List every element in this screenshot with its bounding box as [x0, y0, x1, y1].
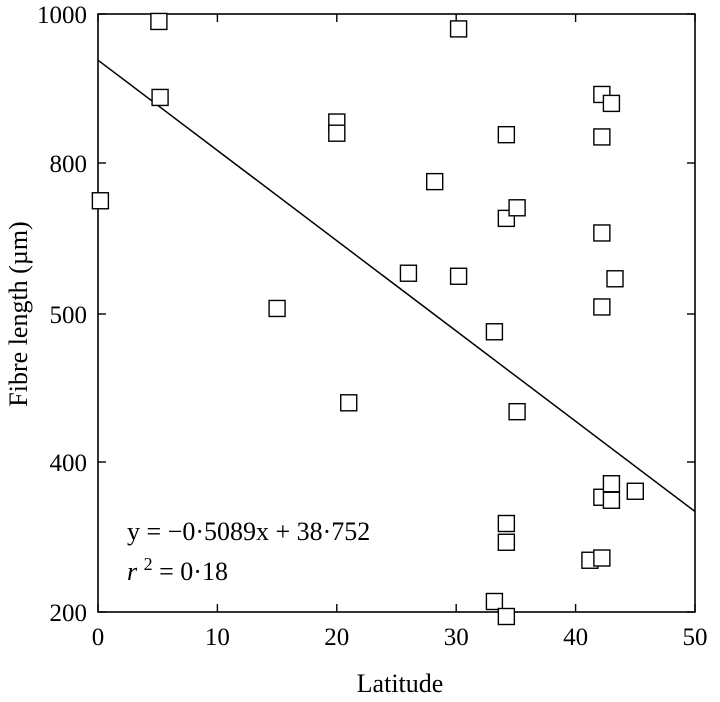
r-squared-annotation: r 2 = 0·18 — [127, 547, 228, 586]
data-point-marker — [449, 20, 468, 38]
data-point-marker — [268, 299, 286, 318]
y-tick-label: 400 — [50, 450, 88, 477]
axis-ticks — [97, 13, 696, 613]
data-point-marker — [340, 394, 358, 412]
data-point-marker — [426, 172, 444, 191]
axis-tick-labels: 0 10 20 30 40 50 200 400 500 800 1000 — [37, 2, 708, 651]
x-tick-label: 50 — [683, 624, 708, 651]
data-point-marker — [593, 128, 611, 146]
data-point-marker — [602, 491, 621, 509]
regression-equation: y = −0·5089x + 38·752 — [127, 517, 370, 546]
y-tick-label: 800 — [50, 151, 88, 178]
data-point-marker — [626, 482, 644, 500]
y-tick-label: 1000 — [37, 2, 87, 29]
data-point-marker — [485, 323, 504, 341]
data-point-marker — [508, 402, 526, 421]
x-tick-label: 30 — [444, 624, 469, 651]
data-point-marker — [497, 607, 516, 626]
data-point-marker — [593, 298, 611, 316]
y-axis-label: Fibre length (µm) — [4, 221, 33, 406]
data-markers — [91, 12, 644, 626]
data-point-marker — [91, 192, 110, 210]
y-tick-label: 200 — [50, 600, 88, 627]
plot-frame — [97, 13, 696, 613]
x-tick-label: 0 — [92, 624, 105, 651]
data-point-marker — [150, 12, 168, 31]
data-point-marker — [497, 533, 516, 551]
data-point-marker — [497, 125, 516, 144]
data-point-marker — [399, 264, 418, 282]
x-axis-label: Latitude — [357, 669, 444, 698]
r-squared-exponent: 2 — [144, 554, 153, 574]
x-tick-label: 40 — [563, 624, 588, 651]
r-squared-symbol: r — [127, 557, 138, 586]
data-point-marker — [606, 270, 624, 288]
data-point-marker — [593, 549, 611, 567]
x-tick-label: 10 — [205, 624, 230, 651]
data-point-marker — [328, 124, 346, 142]
x-tick-label: 20 — [324, 624, 349, 651]
data-point-marker — [449, 267, 468, 285]
data-point-marker — [151, 88, 169, 107]
y-tick-label: 500 — [50, 302, 88, 329]
data-point-marker — [508, 199, 526, 217]
regression-line — [97, 59, 696, 513]
data-point-marker — [497, 514, 516, 533]
r-squared-value: = 0·18 — [159, 557, 228, 586]
data-point-marker — [485, 592, 504, 611]
data-point-marker — [602, 94, 621, 113]
data-point-marker — [593, 224, 611, 242]
data-point-marker — [602, 475, 621, 493]
